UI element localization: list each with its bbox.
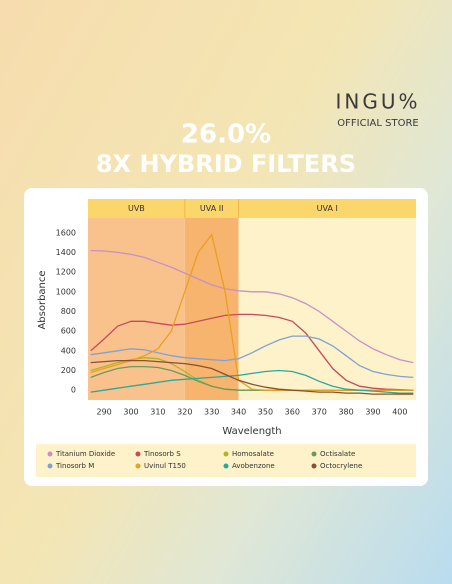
legend-label: Titanium Dioxide <box>55 450 115 458</box>
y-tick-label: 1600 <box>56 228 76 237</box>
store: OFFICIAL STORE <box>337 118 418 129</box>
band <box>238 218 416 400</box>
legend-swatch <box>135 451 141 457</box>
x-tick-label: 400 <box>392 408 407 417</box>
x-tick-label: 340 <box>231 408 246 417</box>
legend-label: Tinosorb M <box>55 462 94 470</box>
legend-swatch <box>47 463 53 469</box>
x-axis-label: Wavelength <box>222 426 281 437</box>
series-line <box>90 249 414 364</box>
series-line <box>90 369 414 394</box>
x-tick-label: 330 <box>204 408 219 417</box>
legend-swatch <box>311 451 317 457</box>
band-label: UVA I <box>317 204 338 213</box>
series-line <box>90 335 414 379</box>
legend-label: Octocrylene <box>320 462 362 470</box>
y-tick-label: 1000 <box>56 287 76 296</box>
y-axis-label: Absorbance <box>37 270 48 329</box>
band-label: UVB <box>128 204 145 213</box>
x-tick-label: 360 <box>285 408 300 417</box>
band-header <box>88 199 416 218</box>
x-tick-label: 380 <box>338 408 353 417</box>
y-tick-label: 1400 <box>56 248 76 257</box>
band <box>184 218 239 400</box>
legend-swatch <box>47 451 53 457</box>
legend-label: Uvinul T150 <box>144 462 186 470</box>
x-tick-label: 390 <box>365 408 380 417</box>
x-tick-label: 370 <box>312 408 327 417</box>
headline: 26.0% <box>181 120 271 150</box>
legend-swatch <box>223 463 229 469</box>
legend-swatch <box>135 463 141 469</box>
y-tick-label: 0 <box>71 386 76 395</box>
y-tick-label: 1200 <box>56 268 76 277</box>
y-tick-label: 200 <box>61 366 76 375</box>
legend-swatch <box>311 463 317 469</box>
legend-label: Tinosorb S <box>143 450 181 458</box>
y-tick-label: 800 <box>61 307 76 316</box>
legend-box <box>36 444 416 477</box>
y-tick-label: 600 <box>61 327 76 336</box>
series-line <box>90 313 414 391</box>
series-line <box>90 359 414 395</box>
brand: INGU% <box>336 90 421 114</box>
x-tick-label: 320 <box>177 408 192 417</box>
legend-swatch <box>223 451 229 457</box>
subheadline: 8X HYBRID FILTERS <box>96 150 356 178</box>
legend-label: Avobenzone <box>232 462 275 470</box>
legend-label: Octisalate <box>320 450 355 458</box>
legend-label: Homosalate <box>232 450 274 458</box>
x-tick-label: 290 <box>96 408 111 417</box>
band-label: UVA II <box>200 204 224 213</box>
x-tick-label: 300 <box>123 408 138 417</box>
x-tick-label: 350 <box>258 408 273 417</box>
x-tick-label: 310 <box>150 408 165 417</box>
y-tick-label: 400 <box>61 346 76 355</box>
